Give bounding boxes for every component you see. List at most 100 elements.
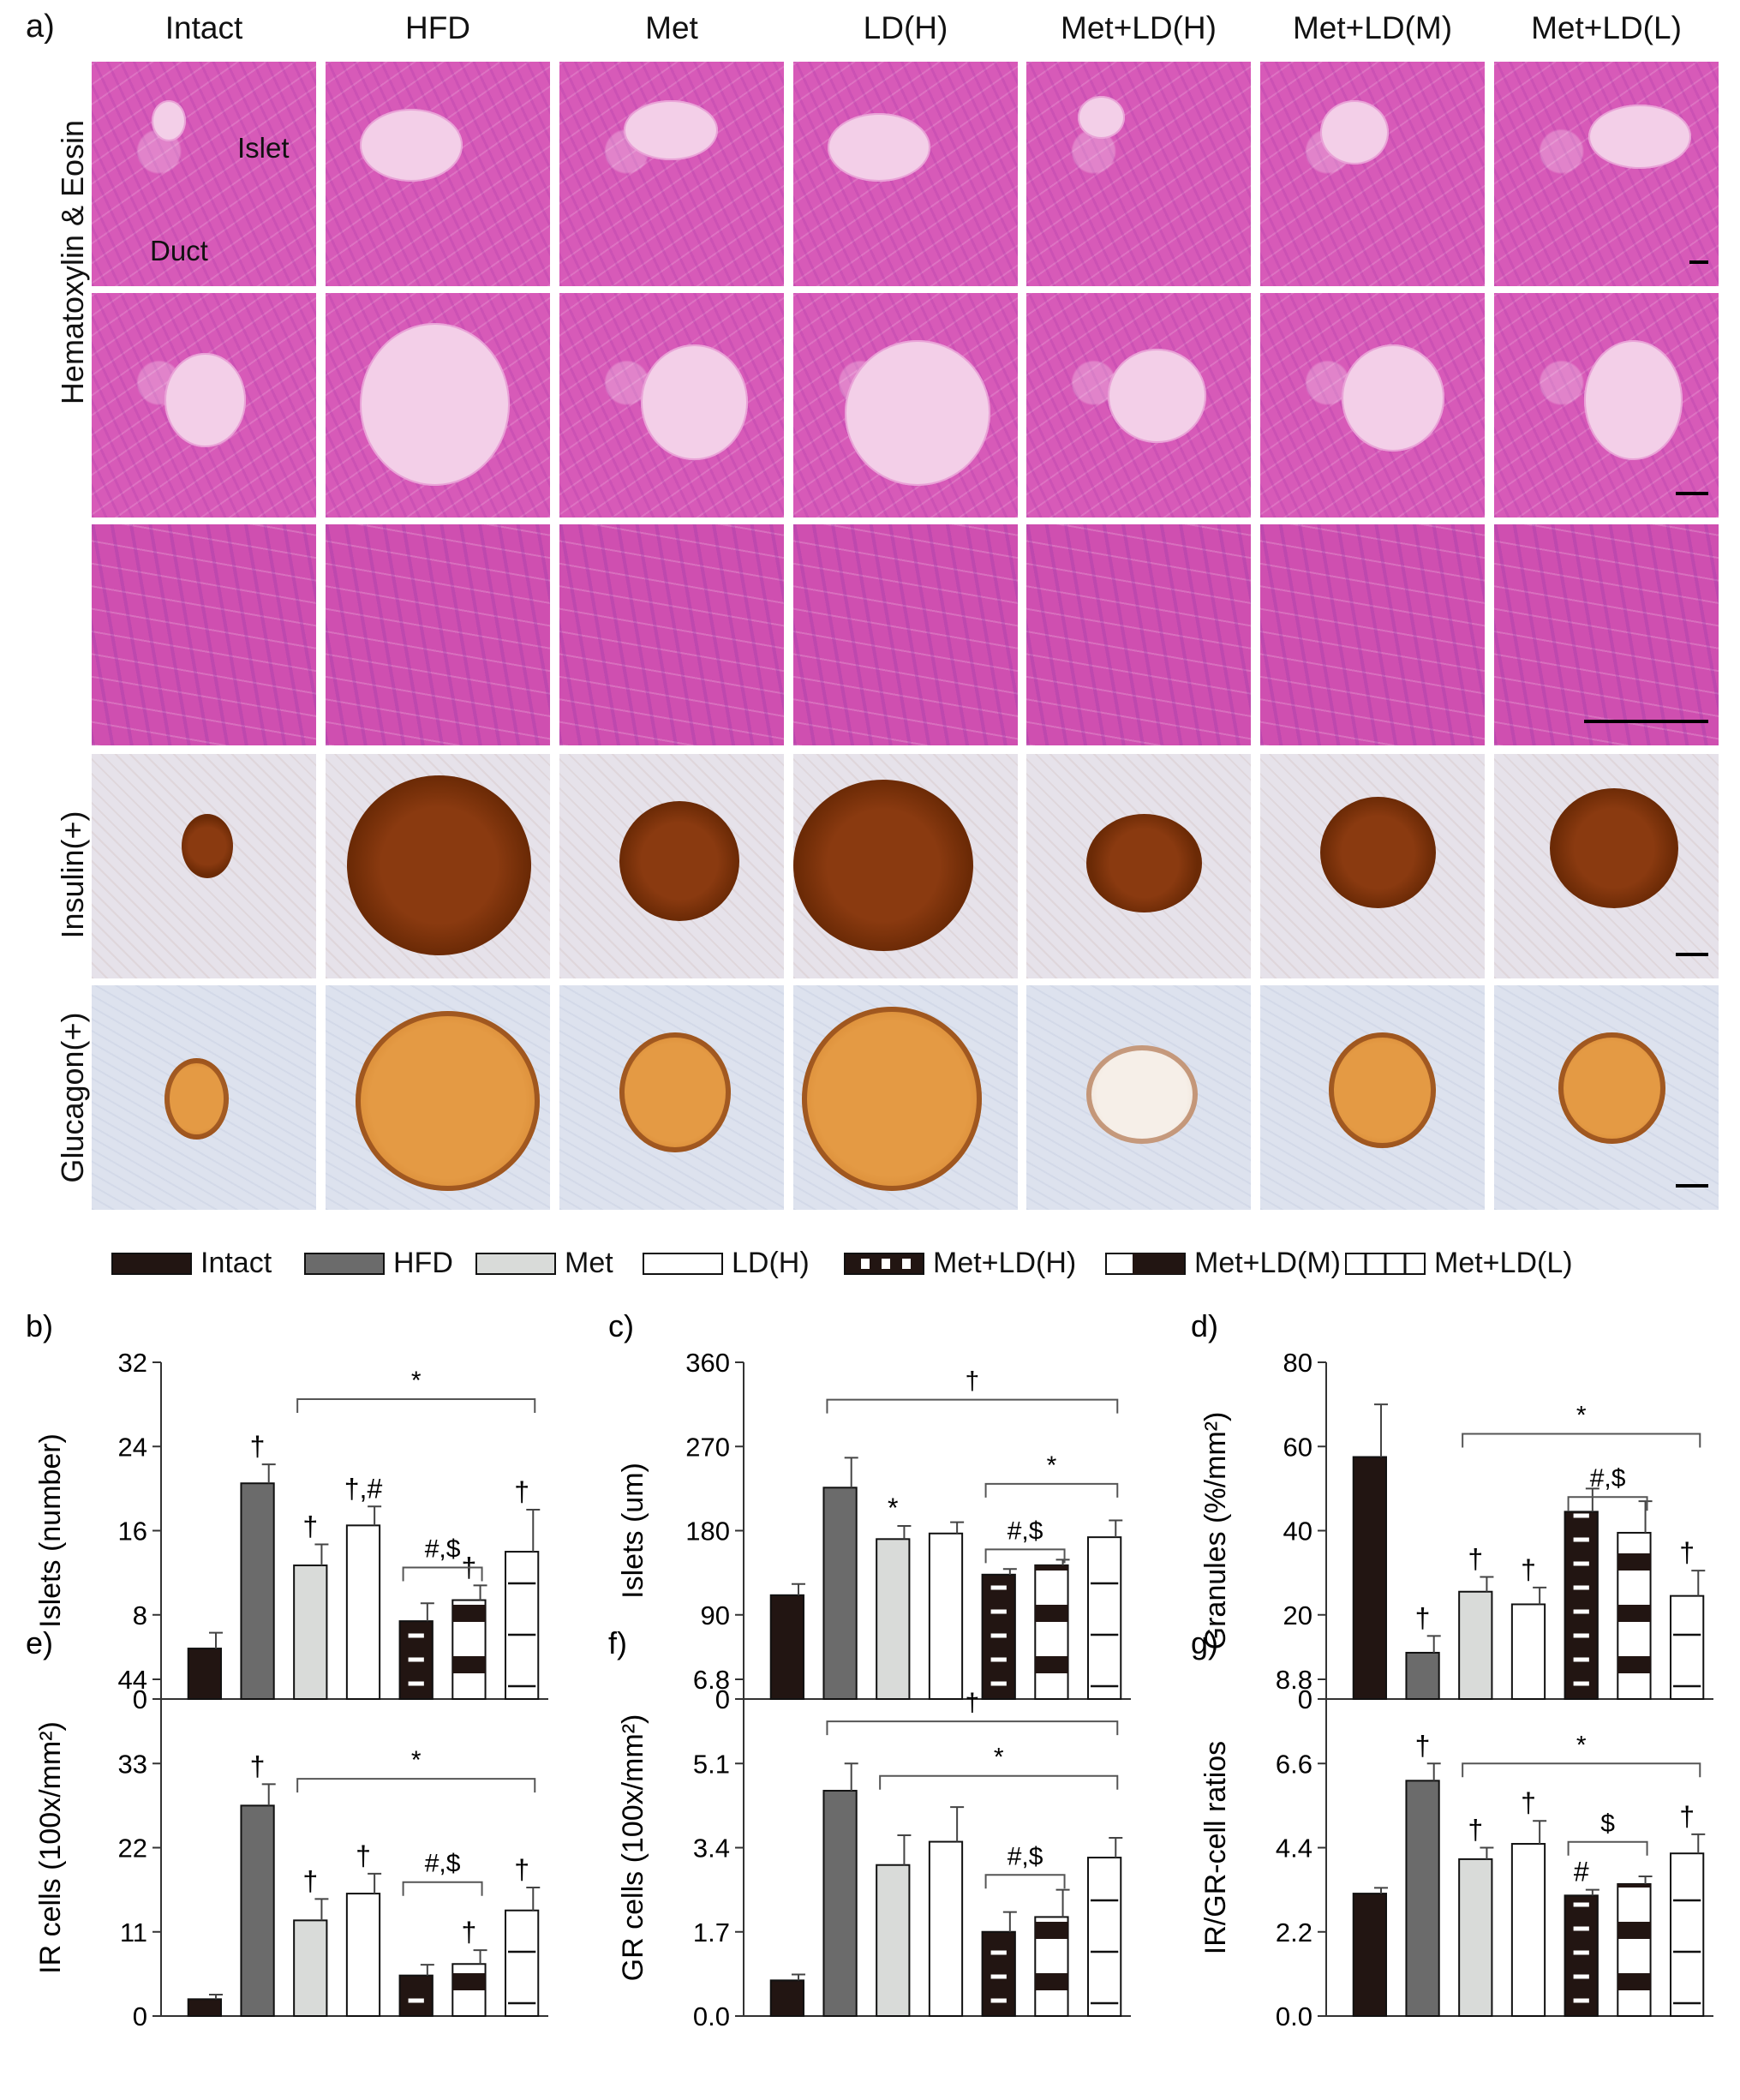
duct-annotation: Duct (150, 235, 208, 266)
significance-bracket (826, 1720, 1119, 1736)
micrograph-tile (92, 754, 316, 978)
panel-letter: c) (608, 1308, 634, 1343)
y-tick-label: 4.4 (1276, 1834, 1312, 1864)
y-axis-label: Islets (um) (617, 1463, 649, 1599)
significance-bracket (402, 1566, 483, 1582)
islet-annotation: Islet (237, 132, 290, 164)
bar-ld-h- (928, 1840, 964, 2017)
insulin-islet (347, 775, 531, 955)
legend-swatch (1345, 1253, 1426, 1275)
bar-group (293, 1919, 328, 2017)
micrograph-tile (326, 754, 550, 978)
islet-shape (1342, 344, 1444, 452)
legend-swatch (304, 1253, 385, 1275)
y-tick-label: 40 (1283, 1517, 1312, 1547)
bar-group (1670, 1852, 1705, 2017)
bar-met (876, 1538, 911, 1701)
bar-group (876, 1864, 911, 2017)
significance-bracket (984, 1548, 1066, 1564)
significance-mark: †,# (344, 1473, 383, 1504)
y-tick-label: 1.7 (693, 1918, 730, 1947)
y-tick-label: 0.0 (693, 2001, 730, 2031)
significance-mark: † (302, 1511, 318, 1541)
bar-group (1034, 1564, 1069, 1700)
islet-shape (1588, 105, 1691, 169)
bar-group (1034, 1916, 1069, 2018)
bar-group (345, 1893, 381, 2017)
y-tick-label: 60 (1283, 1432, 1312, 1462)
bracket-label: † (966, 1689, 980, 1717)
bar-group (451, 1599, 487, 1700)
bar-group (293, 1565, 328, 1701)
scale-bar (1584, 720, 1708, 723)
micrograph-tile (1026, 524, 1251, 745)
bar-group (1458, 1858, 1493, 2018)
bracket-label: * (1576, 1731, 1587, 1759)
bar-group (240, 1482, 275, 1700)
significance-mark: † (302, 1865, 318, 1896)
significance-mark: † (514, 1854, 529, 1885)
micrograph-tile (1494, 754, 1719, 978)
legend-label: Met+LD(L) (1434, 1247, 1573, 1279)
insulin-islet (619, 801, 739, 921)
significance-mark: † (514, 1476, 529, 1507)
bar-ld-h- (1510, 1843, 1546, 2017)
y-tick-label: 24 (118, 1432, 147, 1462)
micrograph-tile (793, 62, 1018, 286)
legend-label: Met+LD(M) (1194, 1247, 1341, 1279)
insulin-islet (1550, 788, 1678, 908)
glucagon-islet (1086, 1045, 1198, 1144)
micrograph-tile (793, 293, 1018, 518)
bar-met-ld-l- (505, 1551, 540, 1700)
insulin-islet (1086, 814, 1202, 912)
bracket-label: #,$ (425, 1535, 461, 1563)
significance-bracket (826, 1398, 1119, 1414)
micrograph-tile (1494, 985, 1719, 1210)
column-label: HFD (404, 10, 471, 45)
micrograph-tile: Islet Duct (92, 62, 316, 286)
bar-group (769, 1979, 804, 2018)
micrograph-tile (92, 985, 316, 1210)
bracket-label: $ (1600, 1810, 1615, 1838)
bar-met-ld-h- (1564, 1894, 1599, 2017)
insulin-islet (1320, 797, 1436, 908)
column-label: Intact (164, 10, 243, 45)
micrograph-tile (1026, 985, 1251, 1210)
micrograph-tile (92, 524, 316, 745)
significance-bracket (1567, 1840, 1648, 1856)
bar-intact (187, 1998, 222, 2018)
bracket-label: * (994, 1744, 1004, 1772)
y-axis-label: Islets (number) (34, 1433, 67, 1628)
micrograph-tile (1260, 62, 1485, 286)
y-tick-label: 32 (118, 1348, 147, 1378)
bar-group (1087, 1857, 1122, 2018)
bar-intact (1352, 1456, 1387, 1700)
significance-bracket (984, 1874, 1066, 1889)
bar-group (1352, 1893, 1387, 2017)
significance-bracket (296, 1778, 536, 1793)
islet-shape (152, 100, 186, 141)
islet-shape (1108, 349, 1206, 443)
micrograph-tile (1026, 293, 1251, 518)
significance-mark: † (1415, 1602, 1431, 1633)
bar-met (1458, 1858, 1493, 2018)
bar-met-ld-l- (1670, 1594, 1705, 1700)
scale-bar (1676, 492, 1708, 495)
bracket-label: * (411, 1746, 422, 1774)
y-tick-label: 2.2 (1276, 1918, 1312, 1947)
bar-hfd (240, 1482, 275, 1700)
bar-group (1617, 1882, 1652, 2018)
significance-mark: * (888, 1493, 898, 1523)
glucagon-islet (1558, 1032, 1665, 1144)
bar-group (928, 1532, 964, 1700)
column-label: Met+LD(M) (1292, 10, 1453, 45)
micrograph-tile (1260, 985, 1485, 1210)
bar-hfd (240, 1804, 275, 2017)
legend-swatch (111, 1253, 192, 1275)
micrograph-tile (559, 985, 784, 1210)
micrograph-tile (92, 293, 316, 518)
bar-group (1510, 1603, 1546, 1700)
micrograph-tile (1260, 754, 1485, 978)
bar-met-ld-h- (1564, 1511, 1599, 1700)
bar-group (822, 1790, 858, 2017)
